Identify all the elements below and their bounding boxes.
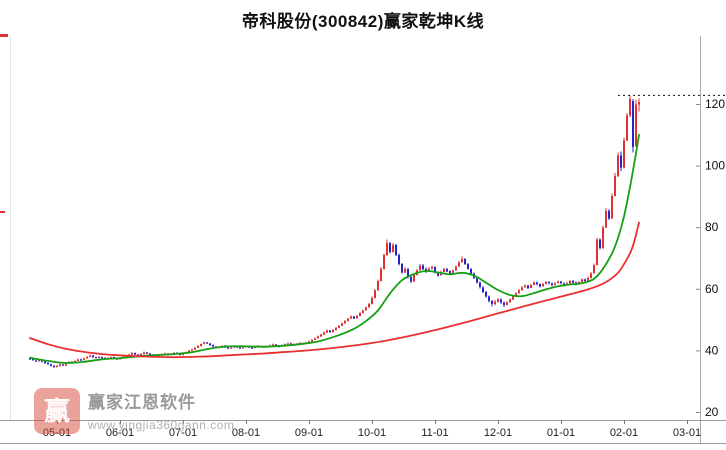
y-tick-label: 40: [705, 343, 719, 357]
y-tick-label: 100: [705, 159, 725, 173]
y-tick-label: 80: [705, 220, 719, 234]
x-tick-label: 12-01: [484, 427, 512, 439]
x-tick-label: 06-01: [106, 427, 134, 439]
x-tick-label: 10-01: [358, 427, 386, 439]
x-tick-label: 03-01: [673, 427, 701, 439]
x-tick-label: 05-01: [43, 427, 71, 439]
red-trend-line: [29, 221, 640, 359]
candles-layer: [29, 95, 640, 368]
chart-title: 帝科股份(300842)赢家乾坤K线: [241, 12, 485, 31]
y-tick-label: 60: [705, 282, 719, 296]
y-tick-label: 120: [705, 97, 725, 111]
left-edge-marker: [0, 211, 5, 213]
x-tick-label: 02-01: [610, 427, 638, 439]
x-axis: 05-01 06-01 07-01 08-01 09-01 10-01 11-01 12-01…: [43, 420, 701, 439]
y-tick-label: 20: [705, 405, 719, 419]
x-tick-label: 09-01: [295, 427, 323, 439]
left-edge-marker: [0, 34, 8, 37]
green-trend-line: [29, 133, 640, 364]
x-tick-label: 07-01: [169, 427, 197, 439]
x-tick-label: 01-01: [547, 427, 575, 439]
y-axis: 120 100 80 60 40 20: [696, 97, 725, 419]
x-tick-label: 11-01: [421, 427, 448, 439]
x-tick-label: 08-01: [232, 427, 260, 439]
